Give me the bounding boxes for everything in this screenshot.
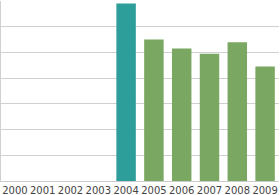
- svg-text:2007: 2007: [197, 185, 222, 195]
- svg-text:2002: 2002: [58, 185, 83, 195]
- svg-text:2009: 2009: [252, 185, 277, 195]
- svg-text:2001: 2001: [30, 185, 55, 195]
- svg-text:2005: 2005: [141, 185, 166, 195]
- svg-text:2008: 2008: [225, 185, 250, 195]
- svg-text:2000: 2000: [2, 185, 27, 195]
- svg-text:2004: 2004: [113, 185, 138, 195]
- svg-text:2003: 2003: [86, 185, 111, 195]
- svg-text:2006: 2006: [169, 185, 194, 195]
